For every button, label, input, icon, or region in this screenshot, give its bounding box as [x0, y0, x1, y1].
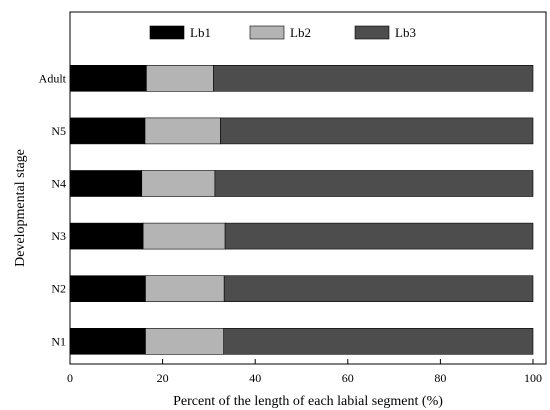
y-tick-label: N3 [51, 229, 66, 243]
y-tick-label: N1 [51, 334, 66, 348]
legend-label-lb2: Lb2 [290, 25, 311, 40]
bar-lb2-n2 [145, 275, 225, 303]
y-tick-label: N5 [51, 124, 66, 138]
y-axis-title: Developmental stage [13, 149, 28, 267]
bar-lb2-adult [146, 65, 214, 92]
legend: Lb1 Lb2 Lb3 [149, 25, 416, 40]
bar-lb2-n4 [141, 170, 216, 197]
x-tick-label: 40 [249, 371, 261, 385]
bar-lb3-n5 [220, 117, 534, 145]
bars-group [69, 65, 534, 355]
bar-lb1-n1 [69, 327, 146, 355]
bar-lb3-n2 [223, 275, 534, 303]
x-axis: 0 20 40 60 80 100 [67, 359, 542, 385]
x-tick-label: 80 [434, 371, 446, 385]
bar-lb3-n1 [223, 327, 534, 355]
bar-lb1-adult [69, 65, 147, 92]
y-tick-label: Adult [39, 71, 67, 85]
legend-label-lb1: Lb1 [190, 25, 211, 40]
legend-swatch-lb2 [249, 25, 285, 40]
legend-swatch-lb1 [149, 25, 185, 40]
bar-lb2-n5 [144, 117, 221, 145]
bar-lb1-n5 [69, 117, 146, 145]
x-tick-label: 60 [342, 371, 354, 385]
bar-lb3-n4 [214, 170, 534, 197]
x-tick-label: 20 [157, 371, 169, 385]
bar-lb1-n4 [69, 170, 143, 197]
bar-lb1-n2 [69, 275, 146, 303]
bar-lb3-n3 [224, 222, 534, 250]
y-tick-label: N4 [51, 177, 66, 191]
x-axis-title: Percent of the length of each labial seg… [173, 394, 443, 409]
legend-swatch-lb3 [354, 25, 390, 40]
bar-lb2-n3 [142, 222, 226, 250]
y-axis: Adult N5 N4 N3 N2 N1 [39, 71, 75, 348]
x-tick-label: 0 [67, 371, 73, 385]
legend-label-lb3: Lb3 [395, 25, 416, 40]
y-tick-label: N2 [51, 282, 66, 296]
bar-lb3-adult [213, 65, 534, 92]
bar-lb1-n3 [69, 222, 144, 250]
bar-lb2-n1 [145, 327, 225, 355]
x-tick-label: 100 [524, 371, 542, 385]
